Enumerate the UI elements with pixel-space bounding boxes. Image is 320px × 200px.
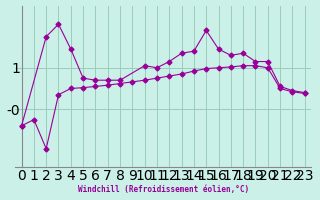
X-axis label: Windchill (Refroidissement éolien,°C): Windchill (Refroidissement éolien,°C) [77,185,249,194]
